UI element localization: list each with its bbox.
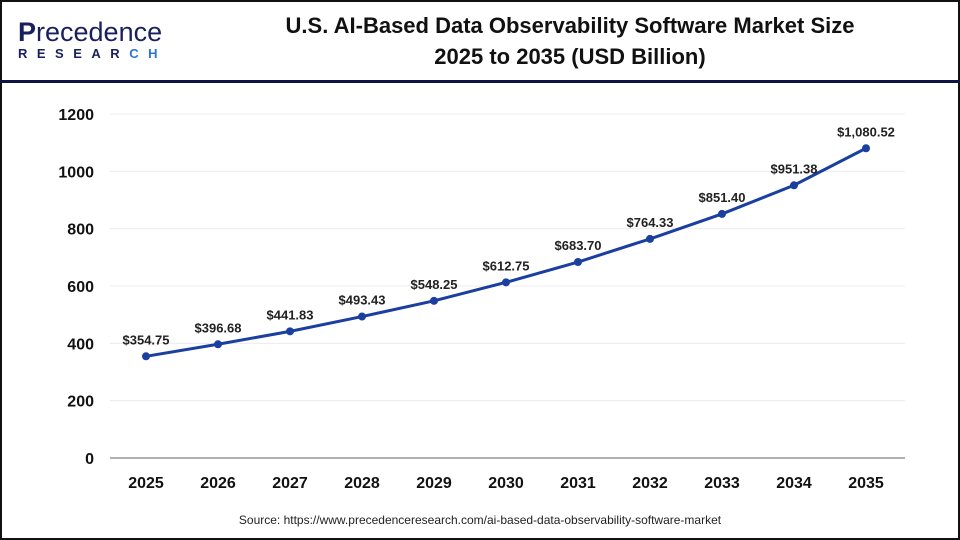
x-tick-label: 2025 — [128, 475, 164, 492]
y-tick-label: 1000 — [58, 164, 94, 181]
data-point — [646, 234, 654, 243]
x-tick-label: 2032 — [632, 475, 668, 492]
data-label: $441.83 — [267, 307, 314, 322]
x-tick-label: 2031 — [560, 475, 596, 492]
title-line-1: U.S. AI-Based Data Observability Softwar… — [285, 13, 855, 38]
source-text: Source: https://www.precedenceresearch.c… — [238, 513, 722, 527]
data-label: $683.70 — [555, 238, 602, 253]
x-tick-label: 2034 — [776, 475, 812, 492]
header: Precedence RESEARCH U.S. AI-Based Data O… — [0, 0, 960, 83]
y-tick-label: 600 — [67, 279, 94, 296]
y-tick-label: 1200 — [58, 107, 94, 124]
y-tick-label: 0 — [85, 451, 94, 468]
title-line-2: 2025 to 2035 (USD Billion) — [434, 44, 706, 69]
data-point — [358, 312, 366, 321]
data-label: $612.75 — [483, 258, 530, 273]
data-label: $951.38 — [771, 161, 818, 176]
data-point — [574, 258, 582, 267]
y-tick-label: 400 — [67, 336, 94, 353]
data-label: $851.40 — [699, 190, 746, 205]
chart-title: U.S. AI-Based Data Observability Softwar… — [200, 10, 940, 72]
data-label: $548.25 — [411, 277, 458, 292]
data-point — [502, 278, 510, 287]
data-label: $764.33 — [627, 215, 674, 230]
data-label: $493.43 — [339, 293, 386, 308]
y-tick-label: 800 — [67, 222, 94, 239]
data-point — [862, 144, 870, 153]
x-tick-label: 2027 — [272, 475, 308, 492]
x-tick-label: 2028 — [344, 475, 380, 492]
x-tick-label: 2035 — [848, 475, 884, 492]
data-point — [286, 327, 294, 336]
data-point — [718, 209, 726, 218]
data-point — [142, 352, 150, 361]
x-tick-label: 2026 — [200, 475, 236, 492]
y-tick-label: 200 — [67, 394, 94, 411]
data-label: $396.68 — [195, 320, 242, 335]
data-point — [790, 181, 798, 190]
series-line — [145, 146, 867, 358]
x-tick-label: 2030 — [488, 475, 524, 492]
data-label: $354.75 — [123, 332, 170, 347]
data-label: $1,080.52 — [837, 124, 895, 139]
x-tick-label: 2029 — [416, 475, 452, 492]
data-point — [430, 296, 438, 305]
data-point — [214, 340, 222, 349]
precedence-research-logo: Precedence RESEARCH — [18, 17, 167, 61]
x-tick-label: 2033 — [704, 475, 740, 492]
